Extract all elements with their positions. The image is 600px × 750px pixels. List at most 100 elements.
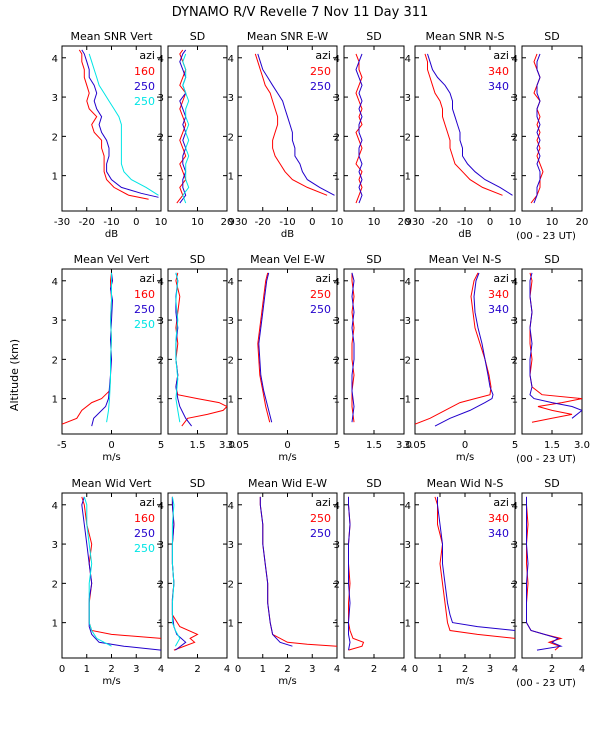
legend-header: azi xyxy=(315,496,331,509)
x-tick-label: 5 xyxy=(158,440,164,451)
x-tick-label: 3 xyxy=(133,664,139,675)
y-tick-label: 4 xyxy=(405,54,411,65)
panel-title: Mean SNR Vert xyxy=(70,30,153,43)
y-tick-label: 4 xyxy=(158,54,164,65)
x-tick-label: 0 xyxy=(133,217,139,228)
series-line-red-160 xyxy=(78,49,149,200)
panel-title: SD xyxy=(544,253,559,266)
figure-title: DYNAMO R/V Revelle 7 Nov 11 Day 311 xyxy=(172,5,429,20)
y-tick-label: 1 xyxy=(52,619,58,630)
y-tick-label: 1 xyxy=(512,395,518,406)
y-tick-label: 3 xyxy=(512,540,518,551)
series-group xyxy=(348,496,365,651)
y-tick-label: 1 xyxy=(228,395,234,406)
y-tick-label: 2 xyxy=(405,579,411,590)
x-tick-label: 1.5 xyxy=(544,440,560,451)
series-line-red-250 xyxy=(348,496,365,651)
x-axis-label: m/s xyxy=(456,676,474,687)
legend-entry-red: 250 xyxy=(310,288,331,301)
x-axis-label: m/s xyxy=(102,452,120,463)
y-tick-label: 2 xyxy=(512,132,518,143)
y-tick-label: 1 xyxy=(228,172,234,183)
legend-entry-blue: 250 xyxy=(134,303,155,316)
x-tick-label: 1 xyxy=(437,664,443,675)
series-line-blue-250 xyxy=(91,272,114,427)
x-tick-label: -10 xyxy=(279,217,295,228)
y-tick-label: 4 xyxy=(334,277,340,288)
panel-r1-c2: 1 2 3 4 3.05 0 5 Mean Vel E-W m/s azi 250 250 xyxy=(227,253,340,463)
legend-entry-blue: 250 xyxy=(310,80,331,93)
series-line-blue-250 xyxy=(259,496,293,647)
x-axis-label: m/s xyxy=(456,452,474,463)
plot-frame xyxy=(343,268,405,435)
legend-header: azi xyxy=(315,272,331,285)
panel-r2-c0: 1 2 3 4 0 1 2 3 4 Mean Wid Vert m/s azi 160 250 250 xyxy=(52,477,165,687)
panel-title: SD xyxy=(366,30,381,43)
y-tick-label: 2 xyxy=(334,579,340,590)
y-tick-label: 4 xyxy=(228,501,234,512)
series-line-red-340 xyxy=(415,272,492,425)
panel-title: Mean Wid N-S xyxy=(427,477,504,490)
series-line-red-340 xyxy=(526,496,563,651)
y-tick-label: 1 xyxy=(405,619,411,630)
legend-entry-blue: 250 xyxy=(134,527,155,540)
x-tick-label: -10 xyxy=(457,217,473,228)
y-tick-label: 4 xyxy=(405,501,411,512)
legend-header: azi xyxy=(493,49,509,62)
series-group xyxy=(62,272,114,427)
legend-entry-red: 160 xyxy=(134,65,155,78)
x-tick-label: 10 xyxy=(546,217,559,228)
series-line-cyan-250 xyxy=(175,272,181,423)
y-tick-label: 2 xyxy=(228,579,234,590)
y-tick-label: 3 xyxy=(405,93,411,104)
x-tick-label: 1.5 xyxy=(190,440,206,451)
y-tick-label: 4 xyxy=(228,277,234,288)
y-tick-label: 1 xyxy=(158,395,164,406)
x-tick-label: 4 xyxy=(579,664,585,675)
x-tick-label: 3.0 xyxy=(219,440,235,451)
x-tick-label: 1.5 xyxy=(366,440,382,451)
panel-title: SD xyxy=(190,30,205,43)
panel-r0-c4: 1 2 3 4 930 -20 -10 0 10 Mean SNR N-S dB azi 340 340 xyxy=(405,30,522,240)
ut-note: (00 - 23 UT) xyxy=(516,231,576,242)
panel-title: SD xyxy=(544,477,559,490)
x-tick-label: -20 xyxy=(255,217,271,228)
series-group xyxy=(175,272,227,427)
y-tick-label: 2 xyxy=(52,579,58,590)
y-tick-label: 3 xyxy=(52,540,58,551)
x-tick-label: 0 xyxy=(235,664,241,675)
y-tick-label: 3 xyxy=(158,316,164,327)
panel-r2-c3: 1 2 3 4 2 4 SD xyxy=(334,477,408,675)
y-tick-label: 2 xyxy=(334,355,340,366)
x-tick-label: 10 xyxy=(368,217,381,228)
series-line-blue-250 xyxy=(179,49,187,204)
y-tick-label: 4 xyxy=(512,54,518,65)
x-tick-label: 4 xyxy=(401,664,407,675)
series-line-red-160 xyxy=(171,496,199,651)
series-line-red-160 xyxy=(176,49,187,204)
y-tick-label: 2 xyxy=(405,132,411,143)
y-tick-label: 3 xyxy=(158,540,164,551)
x-tick-label: 930 xyxy=(228,217,247,228)
x-tick-label: 3 xyxy=(309,664,315,675)
series-line-blue-250 xyxy=(355,53,363,204)
x-tick-label: -5 xyxy=(57,440,67,451)
y-tick-label: 2 xyxy=(52,132,58,143)
legend-header: azi xyxy=(315,49,331,62)
x-tick-label: 2 xyxy=(549,664,555,675)
series-line-red-250 xyxy=(254,53,328,196)
y-tick-label: 2 xyxy=(158,355,164,366)
panel-title: Mean Vel N-S xyxy=(429,253,502,266)
x-tick-label: 20 xyxy=(221,217,234,228)
x-tick-label: 10 xyxy=(191,217,204,228)
panel-title: SD xyxy=(190,477,205,490)
panel-title: Mean SNR N-S xyxy=(426,30,505,43)
x-tick-label: 4 xyxy=(224,664,230,675)
series-group xyxy=(171,496,199,651)
plot-frame xyxy=(343,45,405,212)
series-line-blue-250 xyxy=(257,53,335,196)
series-line-cyan-250 xyxy=(171,496,181,647)
panel-r2-c1: 1 2 3 4 2 4 SD xyxy=(158,477,231,675)
series-group xyxy=(415,272,494,427)
